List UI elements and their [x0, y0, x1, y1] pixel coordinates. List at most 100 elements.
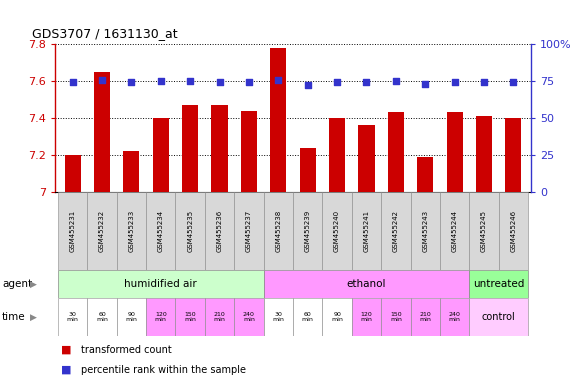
Bar [94, 72, 110, 192]
Text: 90
min: 90 min [126, 311, 138, 323]
Bar [234, 298, 264, 336]
Bar [175, 298, 205, 336]
Text: ▶: ▶ [30, 280, 37, 288]
Text: GSM455231: GSM455231 [70, 210, 75, 252]
Bar [175, 192, 205, 270]
Bar [205, 298, 234, 336]
Bar [58, 298, 87, 336]
Bar [234, 192, 264, 270]
Text: 150
min: 150 min [184, 311, 196, 323]
Text: 90
min: 90 min [331, 311, 343, 323]
Bar [146, 298, 175, 336]
Bar [182, 105, 198, 192]
Text: 30
min: 30 min [67, 311, 79, 323]
Text: GSM455241: GSM455241 [364, 210, 369, 252]
Bar [264, 298, 293, 336]
Bar [411, 192, 440, 270]
Bar [123, 151, 139, 192]
Text: 120
min: 120 min [155, 311, 167, 323]
Bar [352, 192, 381, 270]
Text: 210
min: 210 min [214, 311, 226, 323]
Point [244, 79, 254, 86]
Text: GSM455233: GSM455233 [128, 210, 134, 252]
Point [68, 79, 77, 86]
Point [274, 76, 283, 83]
Bar [469, 192, 498, 270]
Point [127, 79, 136, 86]
Text: 150
min: 150 min [390, 311, 402, 323]
Bar [381, 192, 411, 270]
Point [332, 79, 341, 86]
Text: GSM455244: GSM455244 [452, 210, 457, 252]
Bar [440, 298, 469, 336]
Text: percentile rank within the sample: percentile rank within the sample [81, 365, 246, 375]
Bar [505, 118, 521, 192]
Point [362, 79, 371, 86]
Bar [241, 111, 257, 192]
Text: GSM455243: GSM455243 [422, 210, 428, 252]
Bar [58, 192, 87, 270]
Point [391, 78, 400, 84]
Bar [205, 192, 234, 270]
Text: GSM455236: GSM455236 [216, 210, 223, 252]
Text: GSM455246: GSM455246 [510, 210, 516, 252]
Bar [381, 298, 411, 336]
Text: GSM455235: GSM455235 [187, 210, 193, 252]
Point [450, 79, 459, 86]
Text: GSM455237: GSM455237 [246, 210, 252, 252]
Bar [388, 113, 404, 192]
Bar [146, 192, 175, 270]
Bar [417, 157, 433, 192]
Bar [411, 298, 440, 336]
Bar [152, 118, 169, 192]
Bar [323, 298, 352, 336]
Bar [87, 192, 116, 270]
Point [303, 83, 312, 89]
Point [480, 79, 489, 86]
Text: GSM455245: GSM455245 [481, 210, 487, 252]
Text: 240
min: 240 min [243, 311, 255, 323]
Bar [498, 192, 528, 270]
Bar [58, 270, 264, 298]
Text: 60
min: 60 min [301, 311, 313, 323]
Bar [264, 192, 293, 270]
Text: ■: ■ [61, 365, 71, 375]
Text: GSM455240: GSM455240 [334, 210, 340, 252]
Bar [476, 116, 492, 192]
Bar [447, 113, 463, 192]
Bar [116, 192, 146, 270]
Text: GSM455238: GSM455238 [275, 210, 282, 252]
Text: GSM455234: GSM455234 [158, 210, 164, 252]
Bar [270, 48, 287, 192]
Text: ethanol: ethanol [347, 279, 386, 289]
Point [156, 78, 166, 84]
Text: 240
min: 240 min [449, 311, 461, 323]
Bar [440, 192, 469, 270]
Text: 120
min: 120 min [360, 311, 372, 323]
Text: ■: ■ [61, 345, 71, 355]
Bar [469, 270, 528, 298]
Text: GSM455232: GSM455232 [99, 210, 105, 252]
Text: transformed count: transformed count [81, 345, 171, 355]
Text: GDS3707 / 1631130_at: GDS3707 / 1631130_at [32, 27, 178, 40]
Text: ▶: ▶ [30, 313, 37, 321]
Point [215, 79, 224, 86]
Bar [469, 298, 528, 336]
Bar [293, 298, 323, 336]
Text: GSM455242: GSM455242 [393, 210, 399, 252]
Text: GSM455239: GSM455239 [305, 210, 311, 252]
Point [186, 78, 195, 84]
Point [509, 79, 518, 86]
Text: untreated: untreated [473, 279, 524, 289]
Bar [352, 298, 381, 336]
Bar [65, 155, 81, 192]
Bar [323, 192, 352, 270]
Bar [329, 118, 345, 192]
Bar [116, 298, 146, 336]
Text: 60
min: 60 min [96, 311, 108, 323]
Bar [359, 126, 375, 192]
Text: 30
min: 30 min [272, 311, 284, 323]
Text: humidified air: humidified air [124, 279, 197, 289]
Point [421, 81, 430, 87]
Point [98, 76, 107, 83]
